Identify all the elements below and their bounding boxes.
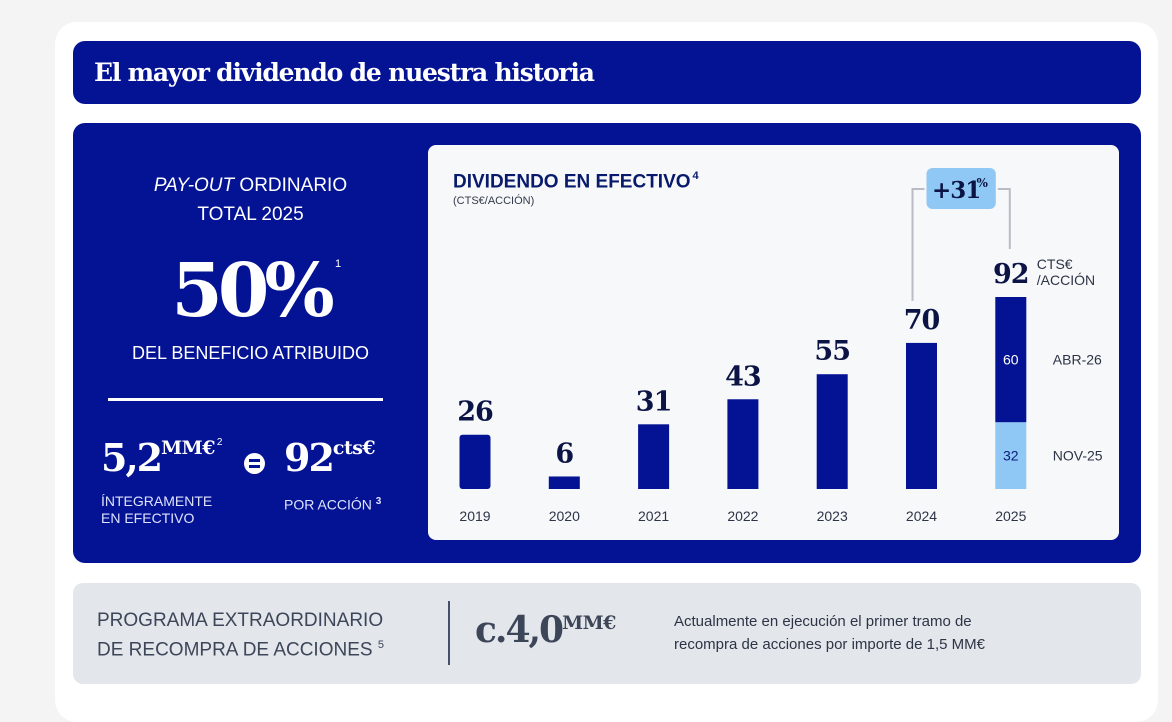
payout-caption: DEL BENEFICIO ATRIBUIDO	[131, 343, 370, 363]
unit-label-line2: /ACCIÓN	[1037, 272, 1095, 288]
growth-bracket-right	[997, 188, 1011, 249]
bar-segment-abr-26	[995, 297, 1027, 423]
data-label-2025: 92	[993, 259, 1029, 290]
cash-caption-line1: ÍNTEGRAMENTE	[101, 493, 213, 509]
per-share-stat: 92cts€	[284, 435, 376, 480]
buyback-description-line2: recompra de acciones por importe de 1,5 …	[674, 636, 985, 653]
payout-footnote: 1	[335, 258, 342, 270]
x-tick-2019: 2019	[459, 508, 490, 524]
buyback-label-line1: PROGRAMA EXTRAORDINARIO	[97, 610, 384, 631]
x-tick-2022: 2022	[727, 508, 758, 524]
equals-icon	[244, 453, 265, 474]
per-share-footnote: 3	[375, 496, 382, 507]
buyback-value: c.4,0	[475, 609, 564, 651]
buyback-label: PROGRAMA EXTRAORDINARIO DE RECOMPRA DE A…	[97, 608, 384, 662]
payout-value: 50%	[171, 248, 334, 334]
bar-2023	[816, 374, 848, 489]
chart-title-footnote: 4	[692, 170, 699, 182]
page-title: El mayor dividendo de nuestra historia	[94, 58, 595, 87]
bar-segment-nov-25	[995, 422, 1027, 489]
payout-title-line2: TOTAL 2025	[197, 204, 304, 225]
x-tick-2020: 2020	[549, 508, 580, 524]
segment-label-nov-25: NOV-25	[1053, 448, 1103, 464]
growth-badge-value: +31	[932, 177, 980, 204]
buyback-footnote: 5	[377, 639, 384, 651]
x-tick-2023: 2023	[817, 508, 848, 524]
data-label-2024: 70	[904, 305, 940, 336]
data-label-2019: 26	[457, 397, 493, 428]
bar-2024	[906, 342, 937, 489]
vertical-divider	[448, 601, 450, 665]
growth-badge-percent: %	[976, 176, 988, 190]
bar-2020	[548, 476, 580, 489]
bar-2019	[459, 434, 491, 489]
per-share-caption: POR ACCIÓN 3	[284, 493, 381, 514]
dividend-panel: PAY-OUT ORDINARIO TOTAL 2025 50% 1 DEL B…	[73, 123, 1141, 563]
buyback-description-line1: Actualmente en ejecución el primer tramo…	[674, 613, 972, 630]
buyback-unit: MM€	[562, 612, 616, 634]
payout-title: PAY-OUT ORDINARIO TOTAL 2025	[73, 171, 428, 229]
payout-title-italic: PAY-OUT	[153, 175, 235, 196]
bar-2021	[638, 424, 670, 489]
chart-title-text: DIVIDENDO EN EFECTIVO	[453, 171, 691, 193]
payout-title-rest: ORDINARIO	[234, 175, 348, 196]
segment-value-nov-25: 32	[1003, 448, 1019, 464]
x-tick-2025: 2025	[995, 508, 1026, 524]
chart-title: DIVIDENDO EN EFECTIVO 4	[453, 170, 699, 193]
data-label-2023: 55	[814, 336, 850, 367]
dividend-chart-card: DIVIDENDO EN EFECTIVO 4 (CTS€/ACCIÓN) 26 2…	[428, 145, 1119, 540]
growth-bracket-left	[911, 188, 925, 301]
buyback-amount: c.4,0MM€	[475, 609, 616, 651]
cash-total-value: 5,2	[101, 435, 163, 480]
data-label-2020: 6	[555, 438, 573, 469]
title-bar: El mayor dividendo de nuestra historia	[73, 41, 1141, 104]
growth-badge	[926, 168, 996, 209]
buyback-description: Actualmente en ejecución el primer tramo…	[674, 610, 1074, 656]
cash-total-footnote: 2	[216, 437, 223, 448]
cash-total-unit: MM€	[161, 437, 215, 459]
segment-label-abr-26: ABR-26	[1053, 352, 1102, 368]
payout-summary: PAY-OUT ORDINARIO TOTAL 2025 50% 1 DEL B…	[73, 123, 428, 563]
buyback-label-line2: DE RECOMPRA DE ACCIONES	[97, 639, 373, 661]
x-tick-2021: 2021	[638, 508, 669, 524]
segment-value-abr-26: 60	[1003, 352, 1019, 368]
divider	[108, 398, 383, 401]
data-label-2021: 31	[636, 386, 672, 417]
cash-caption-line2: EN EFECTIVO	[101, 510, 195, 526]
dividend-bar-chart: 26 2019 6 2020 31 2021 43 2022 55 2023 70 2024 32 NOV…	[457, 168, 1103, 524]
per-share-unit: cts€	[332, 437, 376, 459]
data-label-2022: 43	[725, 361, 761, 392]
per-share-caption-text: POR ACCIÓN	[284, 496, 372, 513]
unit-label-line1: CTS€	[1037, 256, 1073, 272]
chart-subtitle: (CTS€/ACCIÓN)	[453, 195, 535, 207]
cash-total-caption: ÍNTEGRAMENTE EN EFECTIVO	[101, 493, 212, 527]
per-share-value: 92	[284, 435, 335, 480]
buyback-bar: PROGRAMA EXTRAORDINARIO DE RECOMPRA DE A…	[73, 583, 1141, 684]
x-tick-2024: 2024	[906, 508, 937, 524]
bar-2022	[727, 399, 759, 489]
cash-total-stat: 5,2MM€ 2	[101, 435, 222, 480]
